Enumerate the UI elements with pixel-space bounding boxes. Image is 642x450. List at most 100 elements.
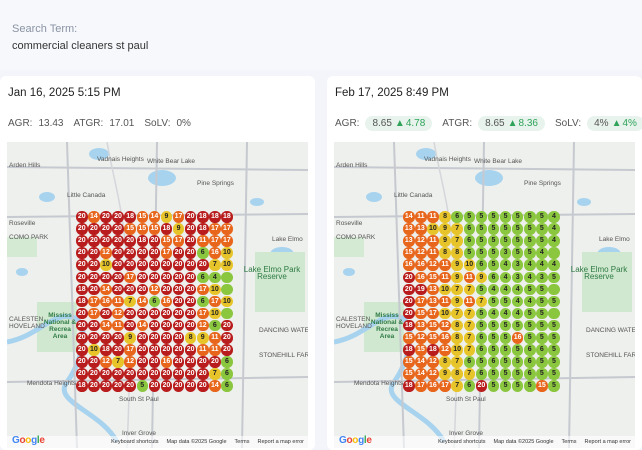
rank-dot[interactable]: 12 bbox=[415, 332, 427, 344]
rank-dot[interactable]: 9 bbox=[160, 211, 173, 223]
rank-dot[interactable]: 7 bbox=[463, 368, 475, 380]
rank-dot[interactable]: 20 bbox=[148, 247, 161, 259]
rank-dot[interactable]: 12 bbox=[427, 356, 439, 368]
rank-dot[interactable]: 9 bbox=[439, 235, 451, 247]
rank-dot[interactable]: 6 bbox=[221, 368, 233, 380]
rank-dot[interactable]: 16 bbox=[427, 380, 439, 392]
rank-dot[interactable]: 13 bbox=[403, 235, 415, 247]
rank-dot[interactable]: 14 bbox=[148, 211, 161, 223]
rank-dot[interactable]: 20 bbox=[184, 295, 197, 308]
rank-dot[interactable]: 17 bbox=[439, 380, 451, 392]
rank-dot[interactable]: 17 bbox=[88, 295, 100, 308]
rank-dot[interactable]: 10 bbox=[439, 307, 451, 320]
rank-dot[interactable]: 6 bbox=[475, 344, 488, 356]
rank-dot[interactable] bbox=[548, 283, 560, 296]
rank-dot[interactable]: 20 bbox=[136, 283, 148, 296]
rank-dot[interactable]: 7 bbox=[209, 368, 221, 380]
rank-dot[interactable]: 7 bbox=[463, 307, 475, 320]
rank-dot[interactable]: 12 bbox=[439, 344, 451, 356]
rank-dot[interactable]: 18 bbox=[76, 283, 88, 296]
rank-dot[interactable]: 20 bbox=[88, 380, 100, 392]
rank-dot[interactable]: 20 bbox=[172, 259, 185, 271]
rank-dot[interactable] bbox=[221, 271, 233, 283]
rank-dot[interactable]: 7 bbox=[463, 319, 475, 332]
rank-dot[interactable]: 4 bbox=[499, 271, 512, 283]
rank-dot[interactable]: 5 bbox=[499, 211, 512, 223]
rank-dot[interactable]: 18 bbox=[403, 344, 415, 356]
keyboard-shortcuts-link[interactable]: Keyboard shortcuts bbox=[111, 439, 159, 445]
rank-dot[interactable]: 20 bbox=[148, 271, 161, 283]
rank-dot[interactable]: 12 bbox=[427, 368, 439, 380]
rank-dot[interactable]: 20 bbox=[112, 235, 124, 247]
rank-dot[interactable]: 18 bbox=[197, 223, 209, 235]
rank-dot[interactable]: 20 bbox=[172, 344, 185, 356]
rank-dot[interactable]: 18 bbox=[221, 211, 233, 223]
rank-dot[interactable]: 5 bbox=[524, 319, 536, 332]
rank-dot[interactable]: 20 bbox=[100, 307, 112, 320]
rank-dot[interactable]: 16 bbox=[100, 295, 112, 308]
rank-dot[interactable]: 7 bbox=[451, 380, 463, 392]
heatmap-map[interactable]: Arden Hills Vadnais Heights White Bear Lak… bbox=[334, 142, 635, 448]
rank-dot[interactable]: 20 bbox=[76, 368, 88, 380]
rank-dot[interactable]: 7 bbox=[451, 356, 463, 368]
rank-dot[interactable]: 17 bbox=[172, 235, 185, 247]
rank-dot[interactable]: 18 bbox=[197, 211, 209, 223]
rank-dot[interactable]: 20 bbox=[160, 271, 173, 283]
heatmap-map[interactable]: Arden Hills Vadnais Heights White Bear Lak… bbox=[7, 142, 308, 448]
rank-dot[interactable]: 6 bbox=[463, 380, 475, 392]
rank-dot[interactable]: 15 bbox=[403, 332, 415, 344]
rank-dot[interactable]: 6 bbox=[524, 344, 536, 356]
rank-dot[interactable]: 20 bbox=[172, 307, 185, 320]
rank-dot[interactable]: 6 bbox=[475, 332, 488, 344]
rank-dot[interactable]: 4 bbox=[511, 283, 524, 296]
rank-dot[interactable]: 12 bbox=[439, 319, 451, 332]
rank-dot[interactable]: 11 bbox=[427, 211, 439, 223]
rank-dot[interactable]: 5 bbox=[487, 344, 500, 356]
rank-dot[interactable]: 8 bbox=[184, 332, 197, 344]
rank-dot[interactable]: 20 bbox=[209, 356, 221, 368]
rank-dot[interactable]: 16 bbox=[439, 332, 451, 344]
rank-dot[interactable]: 20 bbox=[148, 368, 161, 380]
rank-dot[interactable]: 17 bbox=[160, 247, 173, 259]
rank-dot[interactable] bbox=[548, 247, 560, 259]
rank-dot[interactable]: 20 bbox=[76, 271, 88, 283]
rank-dot[interactable]: 6 bbox=[209, 319, 221, 332]
rank-dot[interactable]: 3 bbox=[536, 271, 548, 283]
rank-dot[interactable]: 14 bbox=[415, 356, 427, 368]
rank-dot[interactable]: 17 bbox=[88, 307, 100, 320]
rank-dot[interactable]: 17 bbox=[221, 235, 233, 247]
rank-dot[interactable]: 20 bbox=[76, 223, 88, 235]
rank-dot[interactable]: 20 bbox=[160, 259, 173, 271]
rank-dot[interactable]: 20 bbox=[124, 247, 136, 259]
rank-dot[interactable]: 20 bbox=[88, 368, 100, 380]
rank-dot[interactable] bbox=[548, 307, 560, 320]
rank-dot[interactable]: 20 bbox=[172, 356, 185, 368]
rank-dot[interactable]: 5 bbox=[499, 380, 512, 392]
rank-dot[interactable]: 20 bbox=[136, 307, 148, 320]
rank-dot[interactable]: 10 bbox=[463, 259, 475, 271]
terms-link[interactable]: Terms bbox=[234, 439, 250, 445]
rank-dot[interactable]: 4 bbox=[548, 211, 560, 223]
rank-dot[interactable]: 20 bbox=[76, 307, 88, 320]
rank-dot[interactable]: 20 bbox=[136, 344, 148, 356]
rank-dot[interactable]: 20 bbox=[148, 235, 161, 247]
rank-dot[interactable]: 9 bbox=[197, 332, 209, 344]
rank-dot[interactable]: 12 bbox=[100, 247, 112, 259]
rank-dot[interactable]: 16 bbox=[160, 356, 173, 368]
rank-dot[interactable]: 17 bbox=[209, 235, 221, 247]
rank-dot[interactable]: 5 bbox=[536, 235, 548, 247]
rank-dot[interactable]: 18 bbox=[427, 344, 439, 356]
rank-dot[interactable]: 6 bbox=[197, 295, 209, 308]
rank-dot[interactable]: 14 bbox=[415, 368, 427, 380]
rank-dot[interactable]: 5 bbox=[524, 223, 536, 235]
rank-dot[interactable]: 20 bbox=[148, 380, 161, 392]
rank-dot[interactable]: 12 bbox=[427, 259, 439, 271]
rank-dot[interactable]: 17 bbox=[124, 344, 136, 356]
rank-dot[interactable]: 17 bbox=[197, 307, 209, 320]
rank-dot[interactable]: 8 bbox=[451, 319, 463, 332]
rank-dot[interactable]: 20 bbox=[124, 368, 136, 380]
rank-dot[interactable]: 6 bbox=[451, 211, 463, 223]
rank-dot[interactable]: 20 bbox=[148, 307, 161, 320]
rank-dot[interactable]: 20 bbox=[160, 307, 173, 320]
rank-dot[interactable]: 6 bbox=[197, 271, 209, 283]
